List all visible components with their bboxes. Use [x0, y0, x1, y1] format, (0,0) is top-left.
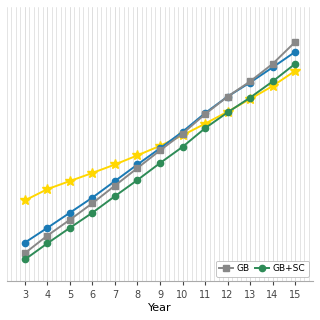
Line: GB: GB [22, 39, 298, 256]
GB [203, 112, 207, 116]
GB [293, 40, 297, 44]
GB [271, 62, 275, 66]
GB+SC [158, 161, 162, 165]
GB [136, 166, 140, 170]
GB+SC [271, 80, 275, 84]
GB+SC [136, 178, 140, 182]
GB+SC [23, 258, 27, 261]
GB+SC [293, 62, 297, 66]
GB [68, 218, 72, 222]
GB [45, 234, 49, 237]
GB+SC [45, 241, 49, 245]
Line: GB+SC: GB+SC [22, 61, 298, 263]
GB+SC [203, 126, 207, 130]
GB [91, 201, 94, 205]
GB [23, 251, 27, 255]
GB [158, 148, 162, 152]
GB [113, 184, 117, 188]
GB [248, 80, 252, 84]
GB+SC [91, 211, 94, 215]
X-axis label: Year: Year [148, 303, 172, 313]
GB+SC [113, 194, 117, 198]
GB [226, 95, 229, 99]
Legend: GB, GB+SC: GB, GB+SC [216, 260, 308, 277]
GB+SC [180, 145, 184, 149]
GB+SC [248, 96, 252, 100]
GB [180, 132, 184, 135]
GB+SC [68, 226, 72, 230]
GB+SC [226, 110, 229, 114]
